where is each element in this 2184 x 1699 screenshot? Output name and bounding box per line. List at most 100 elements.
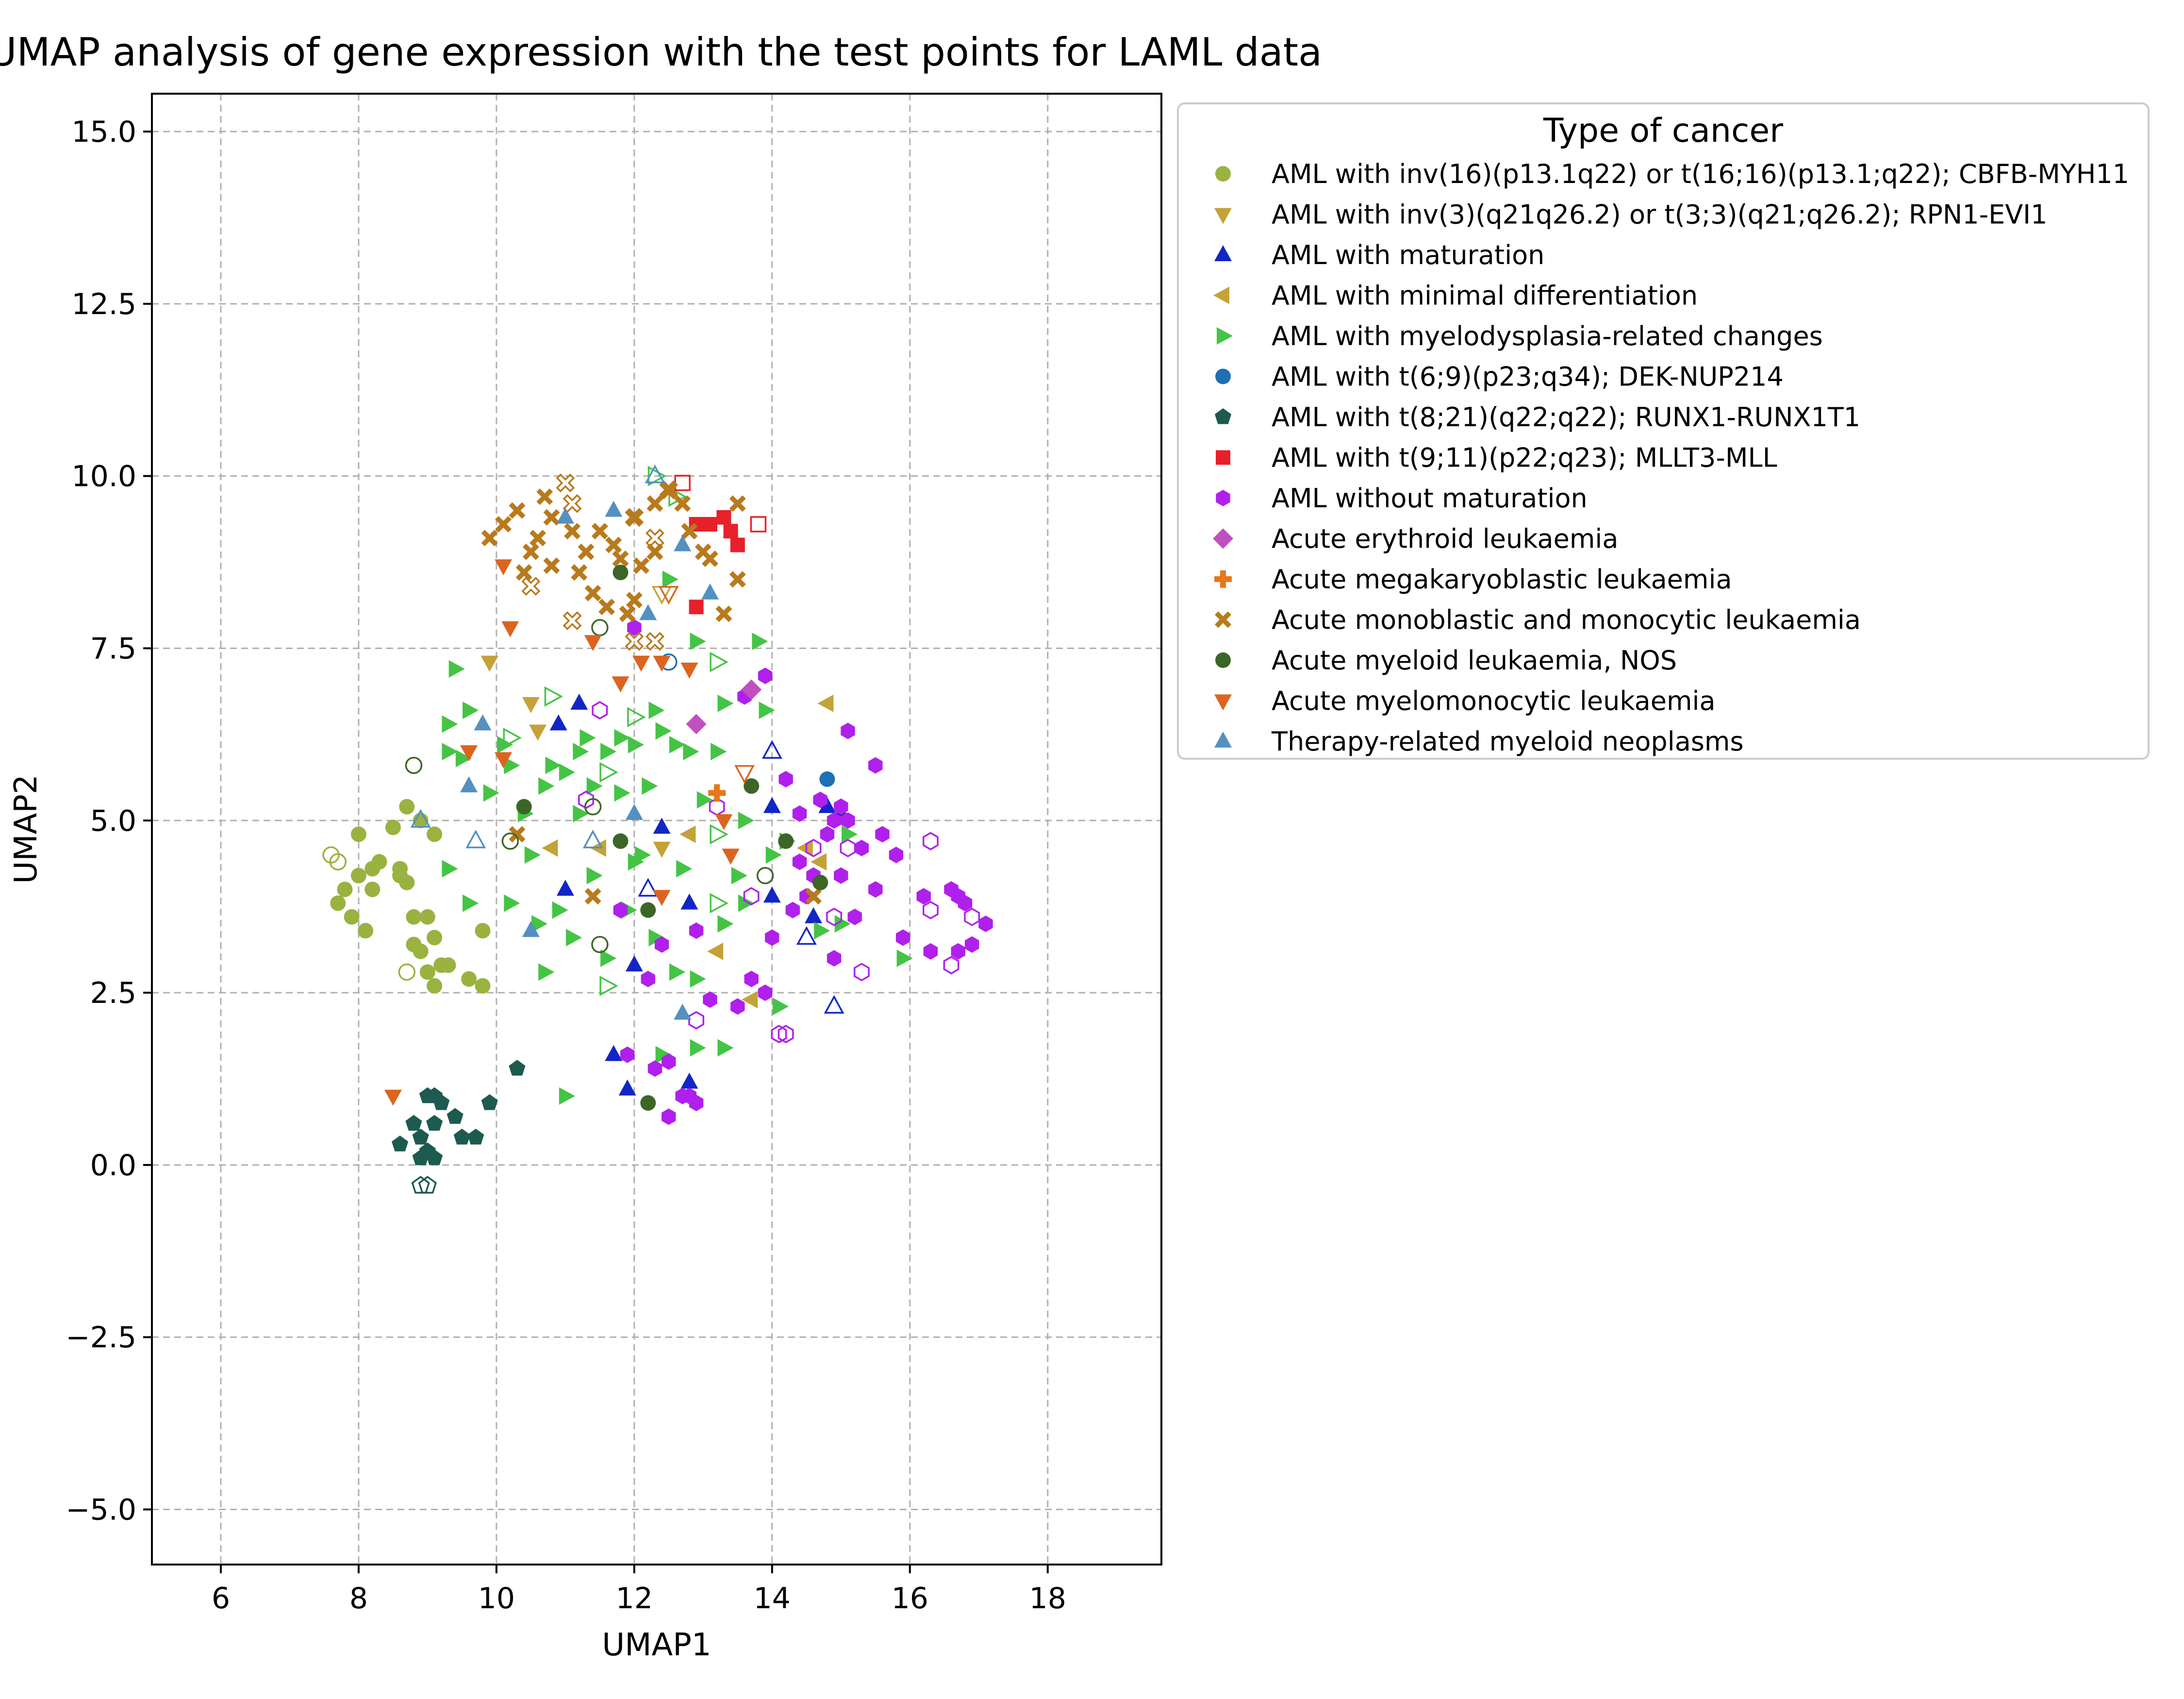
legend-entry-label: Therapy-related myeloid neoplasms: [1271, 726, 1744, 757]
data-point: [701, 583, 719, 600]
data-point: [626, 509, 643, 526]
data-point: [614, 729, 630, 747]
legend-marker: [1215, 652, 1231, 668]
data-point: [531, 915, 548, 933]
data-point: [442, 860, 458, 878]
data-point: [674, 535, 692, 551]
data-point: [584, 888, 601, 905]
data-point: [744, 970, 759, 987]
data-point: [814, 922, 830, 940]
data-point: [516, 799, 532, 815]
data-point: [868, 757, 883, 774]
data-point: [875, 826, 890, 843]
test-point: [418, 1176, 437, 1194]
test-point: [826, 907, 843, 926]
test-point: [584, 798, 602, 816]
data-point: [344, 909, 360, 925]
x-tick-label: 8: [349, 1582, 368, 1616]
data-point: [573, 805, 589, 823]
data-point: [820, 826, 835, 843]
data-point: [642, 777, 658, 795]
data-point: [895, 929, 910, 946]
data-point: [504, 894, 520, 912]
data-point: [662, 1053, 676, 1070]
data-point: [448, 660, 465, 678]
legend-marker: [1215, 611, 1231, 628]
data-point: [639, 604, 657, 620]
data-point: [951, 943, 965, 960]
x-tick-label: 12: [616, 1582, 653, 1616]
data-point: [529, 530, 546, 547]
data-point: [475, 923, 491, 939]
data-point: [730, 998, 745, 1015]
data-point: [509, 502, 526, 519]
data-point: [481, 530, 498, 547]
data-point: [598, 599, 615, 616]
test-point: [922, 900, 939, 919]
y-axis-label: UMAP2: [8, 774, 44, 883]
data-point: [978, 916, 993, 933]
data-point: [628, 853, 644, 871]
legend-marker: [1213, 286, 1229, 304]
data-point: [522, 543, 539, 560]
data-point: [584, 584, 601, 601]
data-point: [916, 888, 931, 905]
test-point: [465, 830, 486, 849]
data-point: [964, 936, 979, 953]
data-point: [618, 1079, 636, 1096]
test-point: [750, 516, 767, 533]
test-point: [592, 701, 608, 720]
data-point: [433, 1094, 450, 1110]
data-point: [504, 756, 520, 774]
data-point: [463, 894, 479, 912]
data-point: [696, 791, 713, 809]
data-point: [628, 736, 644, 754]
test-point: [805, 838, 822, 858]
data-point: [522, 921, 540, 937]
legend-title: Type of cancer: [1543, 112, 1783, 150]
data-point: [427, 930, 443, 946]
data-point: [564, 523, 581, 540]
data-point: [896, 949, 913, 967]
data-point: [495, 559, 513, 576]
data-point: [625, 955, 643, 972]
data-point: [655, 1046, 672, 1064]
data-point: [690, 1039, 706, 1057]
test-point: [556, 473, 575, 493]
y-tick-label: 2.5: [90, 976, 136, 1010]
data-point: [495, 516, 512, 533]
data-point: [813, 791, 827, 808]
data-point: [612, 833, 629, 849]
data-point: [842, 825, 858, 843]
test-point: [710, 824, 728, 845]
data-point: [399, 875, 415, 890]
y-tick-label: 10.0: [71, 460, 136, 494]
data-point: [738, 812, 754, 830]
data-point: [522, 697, 540, 713]
test-point: [405, 756, 423, 774]
data-point: [625, 804, 643, 820]
data-point: [586, 866, 603, 884]
test-point: [840, 838, 856, 858]
data-point: [716, 510, 731, 525]
test-point: [710, 893, 728, 914]
data-point: [364, 882, 381, 898]
test-point: [501, 833, 519, 850]
data-point: [497, 736, 513, 754]
data-point: [679, 825, 696, 843]
data-point: [442, 715, 458, 733]
test-point: [922, 832, 939, 850]
legend-marker: [1217, 327, 1233, 345]
grid: [152, 94, 1161, 1565]
data-point: [674, 1003, 692, 1020]
test-point: [659, 480, 678, 500]
test-point: [647, 466, 667, 486]
legend-marker: [1213, 528, 1233, 549]
data-point: [627, 619, 642, 636]
data-point: [413, 943, 429, 959]
data-point: [765, 846, 782, 864]
data-point: [475, 978, 491, 994]
data-point: [412, 1149, 429, 1166]
y-tick-label: 5.0: [90, 804, 136, 838]
